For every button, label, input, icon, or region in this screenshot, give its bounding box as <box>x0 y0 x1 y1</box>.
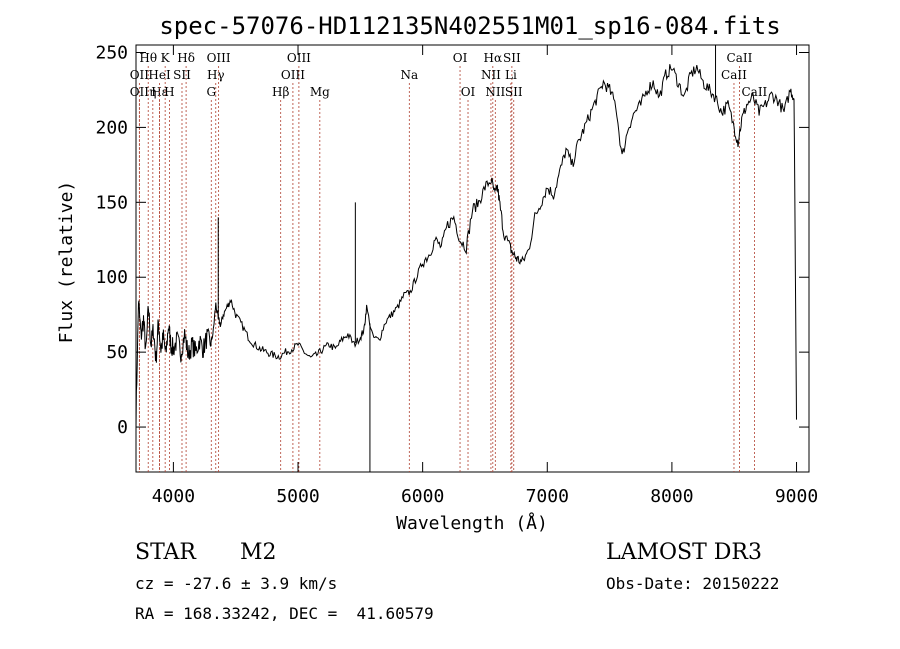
y-axis-label: Flux (relative) <box>56 181 77 344</box>
y-tick-label: 50 <box>106 342 128 363</box>
emission-line-label: NII <box>485 85 505 99</box>
emission-line-label: Hθ <box>139 51 157 65</box>
y-tick-label: 200 <box>95 117 128 138</box>
spectrum-line <box>135 64 797 431</box>
spectrum-spikes <box>217 45 717 472</box>
emission-line-label: SII <box>173 68 191 82</box>
chart-title: spec-57076-HD112135N402551M01_sp16-084.f… <box>159 12 780 40</box>
emission-line-label: Mg <box>310 85 330 99</box>
emission-line-label: Hα <box>484 51 503 65</box>
y-tick-label: 0 <box>117 417 128 438</box>
emission-line-label: H <box>164 85 174 99</box>
x-tick-label: 8000 <box>650 486 693 507</box>
emission-line-label: CaII <box>721 68 747 82</box>
x-tick-label: 9000 <box>775 486 818 507</box>
emission-line-label: CaII <box>727 51 753 65</box>
object-class: STAR <box>135 540 196 565</box>
emission-line-label: G <box>206 85 216 99</box>
emission-line-label: η <box>149 85 156 99</box>
emission-line-label: HeI <box>148 68 171 82</box>
x-axis-label: Wavelength (Å) <box>396 512 548 534</box>
x-tick-label: 6000 <box>401 486 444 507</box>
y-tick-label: 150 <box>95 192 128 213</box>
y-tick-label: 250 <box>95 42 128 63</box>
object-subclass: M2 <box>240 540 277 565</box>
plot-frame <box>135 44 810 473</box>
survey-name: LAMOST DR3 <box>606 540 762 565</box>
x-tick-label: 7000 <box>526 486 569 507</box>
emission-line-label: Hγ <box>207 68 225 82</box>
ra-dec: RA = 168.33242, DEC = 41.60579 <box>135 604 434 623</box>
emission-line-label: OI <box>453 51 468 65</box>
emission-line-label: OIII <box>207 51 231 65</box>
emission-line-label: NII <box>481 68 501 82</box>
emission-line-label: OIII <box>281 68 305 82</box>
axis-ticks: 4000 5000 6000 7000 8000 9000 0 50 100 150 200 250 <box>95 42 818 507</box>
y-tick-label: 100 <box>95 267 128 288</box>
x-tick-label: 4000 <box>152 486 195 507</box>
emission-line-label: SII <box>505 85 523 99</box>
emission-line-label: Hβ <box>272 85 289 99</box>
emission-line-label: CaII <box>741 85 767 99</box>
emission-line-label: OII <box>130 85 150 99</box>
emission-line-label: Na <box>400 68 418 82</box>
emission-line-label: OII <box>130 68 150 82</box>
emission-line-label: OIII <box>287 51 311 65</box>
x-tick-label: 5000 <box>276 486 319 507</box>
emission-line-label: Li <box>505 68 517 82</box>
redshift-text: cz = -27.6 ± 3.9 km/s <box>135 574 338 593</box>
emission-line-label: OI <box>461 85 476 99</box>
emission-line-label: Hδ <box>177 51 195 65</box>
emission-line-label: SII <box>503 51 521 65</box>
emission-line-label: K <box>161 51 171 65</box>
obs-date: Obs-Date: 20150222 <box>606 574 780 593</box>
